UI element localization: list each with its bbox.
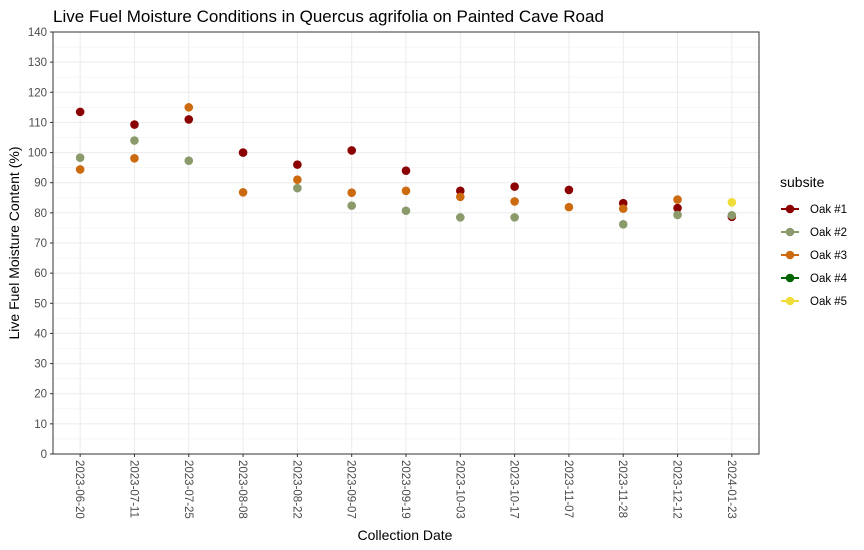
x-tick-label: 2023-07-11 [127,460,139,518]
legend-item: Oak #2 [781,227,847,239]
legend-label: Oak #5 [810,296,847,308]
data-point [456,186,465,196]
x-tick-label: 2023-09-07 [345,460,357,519]
legend-key-point [785,204,795,214]
plot-panel [52,31,760,455]
legend-label: Oak #4 [810,273,848,285]
data-point [673,203,682,213]
legend-key-point [785,296,795,306]
data-point [347,201,356,210]
data-point [727,198,737,207]
data-point [456,213,465,222]
x-tick-label: 2023-11-28 [616,460,628,518]
data-point [347,146,356,155]
y-tick-label: 50 [34,298,47,310]
data-point [293,160,302,169]
data-point [75,165,85,174]
legend-label: Oak #2 [810,227,847,239]
x-tick-label: 2024-01-23 [725,460,737,519]
x-tick-label: 2023-12-12 [671,460,683,519]
y-tick-label: 40 [34,328,47,340]
data-point [293,175,302,184]
data-point [347,188,356,197]
legend-item: Oak #5 [781,296,847,308]
data-point [238,188,248,197]
data-point [673,195,682,204]
y-tick-label: 60 [34,268,47,280]
data-point [564,202,574,212]
data-point [130,120,139,129]
chart-title: Live Fuel Moisture Conditions in Quercus… [53,7,604,26]
data-point [184,156,194,166]
x-tick-label: 2023-07-25 [182,460,194,519]
data-point [673,210,682,220]
data-point [456,192,465,202]
legend: subsite Oak #1 Oak #2 Oak #3 Oak #4 Oak #5 [780,174,848,308]
data-point [184,115,194,124]
legend-key-point [785,250,795,260]
legend-label: Oak #3 [810,250,847,262]
data-point [130,136,139,145]
x-axis-title: Collection Date [358,527,453,543]
y-tick-label: 130 [28,57,47,69]
data-point [727,210,737,220]
data-point [401,186,411,196]
y-tick-label: 0 [41,449,47,461]
data-point [401,206,411,216]
data-point [130,153,139,163]
data-point [401,166,411,175]
legend-label: Oak #1 [810,204,847,216]
data-point [293,183,302,193]
x-axis: 2023-06-20 2023-07-11 2023-07-25 2023-08-08… [73,454,737,519]
data-point [184,103,194,112]
x-tick-label: 2023-09-19 [399,460,411,519]
legend-item: Oak #4 [781,273,848,285]
legend-key-point [785,273,795,283]
data-point [510,197,519,206]
y-tick-label: 70 [34,238,47,250]
y-tick-label: 120 [28,87,47,99]
x-tick-label: 2023-08-08 [236,460,248,519]
y-tick-label: 10 [34,419,47,431]
data-point [510,182,519,191]
x-tick-label: 2023-10-17 [508,460,520,519]
data-point [238,148,248,157]
y-tick-label: 100 [28,148,47,160]
data-point [75,153,85,162]
legend-item: Oak #3 [781,250,847,262]
y-axis-title: Live Fuel Moisture Content (%) [6,147,22,340]
x-tick-label: 2023-08-22 [290,460,302,519]
x-tick-label: 2023-10-03 [453,460,465,519]
y-axis: 0 10 20 30 40 50 60 70 80 90 100 110 120 130 140 [28,27,53,461]
y-tick-label: 30 [34,359,47,371]
data-point [75,107,85,117]
y-tick-label: 140 [28,27,47,39]
legend-title: subsite [780,174,825,190]
data-point [564,185,574,195]
legend-key-point [785,227,795,237]
legend-item: Oak #1 [781,204,847,216]
data-point [618,220,628,229]
data-point [510,213,519,222]
y-tick-label: 110 [29,117,47,129]
data-point [618,204,628,213]
y-tick-label: 90 [34,178,47,190]
y-tick-label: 80 [34,208,47,220]
x-tick-label: 2023-06-20 [73,460,85,519]
y-tick-label: 20 [34,389,47,401]
data-points [75,103,737,229]
x-tick-label: 2023-11-07 [562,460,574,518]
